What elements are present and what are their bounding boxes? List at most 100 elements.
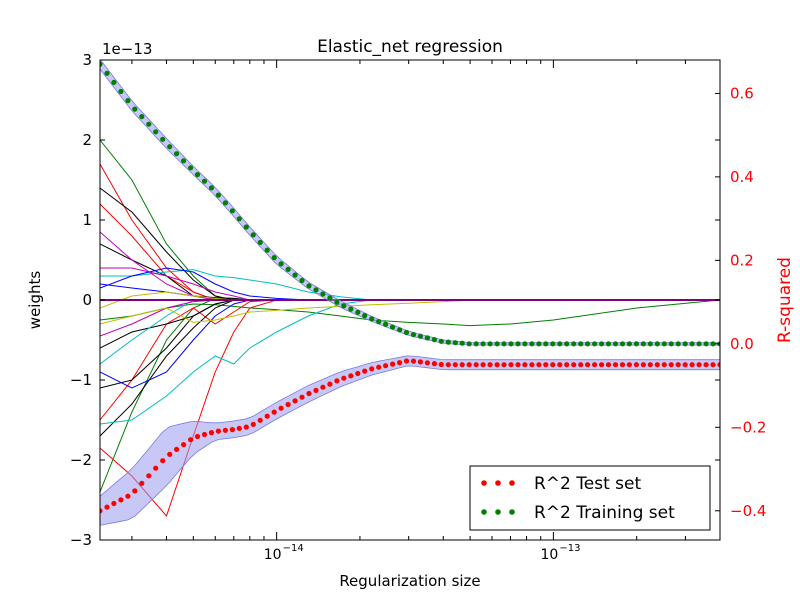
r2-test-point-79 — [647, 362, 653, 368]
r2-test-point-28 — [292, 398, 298, 404]
r2-train-point-74 — [612, 341, 619, 347]
chart-title: Elastic_net regression — [317, 37, 503, 57]
legend-label-test: R^2 Test set — [534, 474, 641, 494]
r2-test-band — [100, 355, 720, 526]
r2-train-point-66 — [557, 341, 563, 347]
r2-test-point-33 — [327, 381, 333, 387]
r2-train-point-71 — [592, 341, 598, 347]
y2-tick-label-2: 0.2 — [730, 251, 754, 269]
r2-test-point-14 — [194, 433, 201, 440]
y-tick-label-6: −3 — [70, 531, 92, 549]
r2-train-point-18 — [222, 200, 228, 206]
r2-train-point-82 — [668, 341, 674, 347]
r2-train-point-39 — [369, 316, 375, 322]
r2-train-point-79 — [647, 341, 653, 347]
r2-train-point-87 — [703, 341, 709, 347]
r2-train-point-43 — [397, 327, 403, 333]
r2-test-point-46 — [417, 359, 423, 365]
r2-test-point-2 — [111, 500, 117, 507]
r2-test-point-82 — [668, 362, 674, 368]
r2-test-point-71 — [592, 362, 598, 368]
r2-train-point-80 — [654, 341, 660, 347]
r2-test-point-25 — [271, 409, 277, 415]
x-tick-label-1: 10 — [540, 547, 558, 563]
r2-train-point-65 — [550, 341, 556, 347]
r2-test-point-54 — [473, 362, 479, 368]
r2-train-point-10 — [167, 144, 173, 150]
r2-test-point-30 — [306, 390, 312, 397]
r2-train-point-27 — [285, 266, 291, 272]
r2-train-point-44 — [403, 329, 410, 336]
r2-train-point-78 — [640, 341, 647, 347]
r2-train-point-54 — [473, 341, 479, 347]
plot-area — [100, 60, 720, 526]
x-tick-exp-1: −13 — [559, 543, 580, 554]
r2-test-point-73 — [605, 362, 612, 368]
r2-test-point-13 — [188, 437, 194, 443]
r2-train-point-53 — [466, 341, 472, 347]
x-tick-exp-0: −14 — [283, 543, 304, 554]
r2-train-point-6 — [139, 114, 145, 120]
r2-train-point-85 — [689, 341, 695, 347]
r2-test-point-57 — [494, 362, 500, 368]
legend-marker-0-2 — [509, 480, 515, 486]
r2-test-point-47 — [424, 360, 430, 366]
r2-train-point-20 — [236, 216, 242, 222]
y2-tick-label-4: −0.2 — [730, 418, 766, 436]
r2-test-point-78 — [640, 362, 647, 368]
r2-test-point-70 — [585, 362, 591, 368]
r2-train-point-15 — [201, 178, 208, 184]
r2-train-point-77 — [633, 341, 640, 347]
r2-train-point-73 — [605, 341, 612, 347]
r2-train-point-55 — [480, 341, 486, 347]
r2-test-point-23 — [257, 417, 263, 423]
r2-train-point-51 — [452, 340, 458, 346]
r2-test-point-7 — [146, 473, 152, 479]
r2-test-point-19 — [229, 427, 235, 433]
r2-test-point-22 — [250, 421, 256, 427]
r2-test-point-40 — [376, 364, 382, 370]
r2-train-point-72 — [599, 341, 605, 347]
r2-test-point-21 — [243, 424, 249, 430]
r2-train-point-5 — [132, 106, 138, 112]
legend-box — [469, 465, 711, 531]
r2-test-point-5 — [132, 488, 138, 494]
r2-test-point-62 — [529, 362, 535, 368]
r2-test-point-10 — [167, 451, 173, 457]
x-axis-label: Regularization size — [339, 572, 480, 590]
y2-tick-label-5: −0.4 — [730, 502, 766, 520]
r2-train-point-23 — [257, 239, 263, 246]
r2-train-point-30 — [306, 283, 312, 289]
r2-train-point-26 — [278, 261, 284, 267]
y-tick-label-0: 3 — [82, 51, 92, 69]
r2-train-point-47 — [424, 335, 430, 341]
r2-test-point-88 — [710, 362, 716, 368]
r2-train-point-7 — [146, 121, 152, 127]
r2-test-point-72 — [599, 362, 605, 368]
r2-train-point-28 — [292, 272, 298, 278]
r2-train-point-12 — [181, 158, 187, 164]
x-tick-label-0: 10 — [264, 547, 282, 563]
r2-train-point-50 — [445, 339, 451, 345]
y2-tick-label-3: 0.0 — [730, 335, 754, 353]
y-offset-label: 1e−13 — [102, 40, 152, 58]
r2-train-point-70 — [585, 341, 591, 347]
r2-test-point-51 — [452, 362, 458, 368]
r2-train-point-34 — [334, 299, 340, 305]
r2-test-point-61 — [522, 362, 528, 368]
r2-train-point-63 — [536, 341, 542, 347]
r2-test-point-9 — [160, 458, 166, 464]
r2-test-point-34 — [334, 378, 340, 384]
r2-test-point-60 — [515, 362, 521, 368]
r2-train-point-46 — [417, 333, 423, 339]
r2-train-point-31 — [313, 287, 319, 293]
r2-test-point-49 — [438, 361, 444, 368]
r2-test-point-84 — [682, 362, 688, 368]
r2-train-point-29 — [299, 277, 305, 284]
r2-test-point-24 — [264, 413, 270, 419]
r2-test-point-45 — [410, 358, 417, 364]
r2-test-point-83 — [675, 362, 681, 368]
r2-train-point-49 — [438, 338, 444, 344]
